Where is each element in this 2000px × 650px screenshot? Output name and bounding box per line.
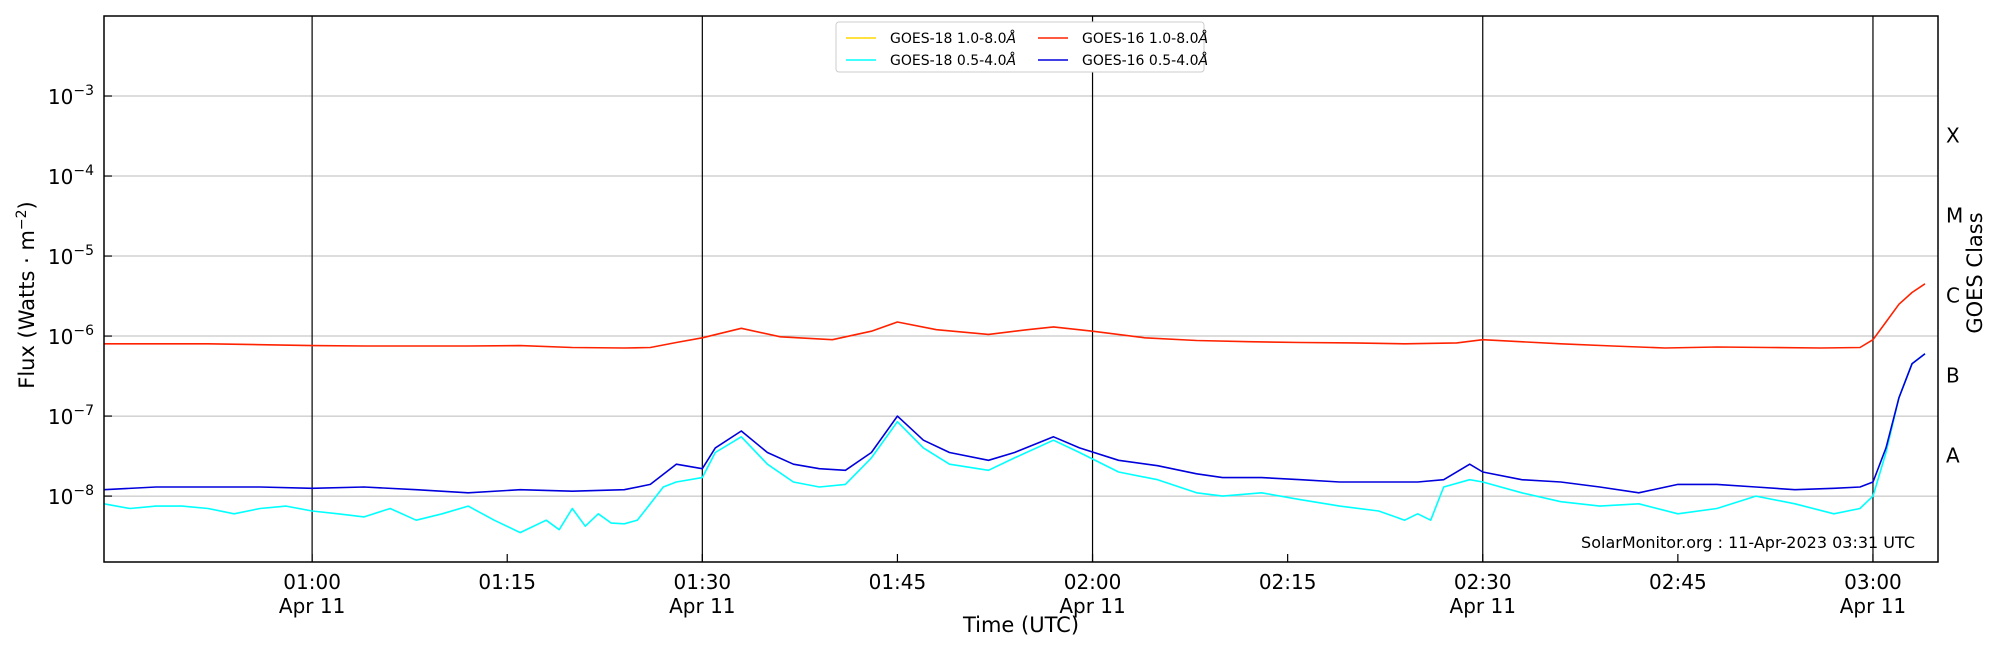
series-line-1 [104, 283, 1926, 349]
grid-lines [104, 95, 1938, 497]
angstrom-symbol: Å [1006, 30, 1017, 47]
series-lines [103, 283, 1926, 534]
x-axis-title: Time (UTC) [962, 613, 1079, 637]
series-line-2 [103, 353, 1926, 534]
goes-class-c: C [1946, 284, 1960, 308]
x-tick-date: Apr 11 [669, 594, 735, 618]
angstrom-symbol: Å [1198, 52, 1209, 69]
y-tick-label: 10−3 [48, 83, 94, 109]
y-tick-exponent: −4 [73, 163, 94, 179]
y-axis-title-close: ) [15, 201, 39, 209]
series-line-3 [103, 353, 1926, 494]
y-tick-base: 10 [48, 165, 73, 189]
legend-label: GOES-16 1.0-8.0 [1082, 31, 1199, 47]
day-vertical-lines [311, 16, 1874, 562]
x-tick-time: 02:45 [1649, 570, 1707, 594]
x-tick-date: Apr 11 [279, 594, 345, 618]
x-tick-time: 02:30 [1454, 570, 1512, 594]
y-tick-base: 10 [48, 325, 73, 349]
x-tick-time: 02:15 [1259, 570, 1317, 594]
y-tick-base: 10 [48, 85, 73, 109]
y-axis-title-base: Flux (Watts · m [15, 230, 39, 389]
y-axis-title: Flux (Watts · m−2) [14, 201, 39, 389]
goes-class-b: B [1946, 364, 1960, 388]
goes-class-a: A [1946, 444, 1960, 468]
legend-entry: GOES-16 0.5-4.0Å [1082, 52, 1208, 69]
y-tick-base: 10 [48, 245, 73, 269]
goes-class-x: X [1946, 124, 1960, 148]
goes-class-m: M [1946, 204, 1963, 228]
legend-label: GOES-18 0.5-4.0 [890, 53, 1007, 69]
x-tick-time: 01:30 [674, 570, 732, 594]
x-tick-date: Apr 11 [1450, 594, 1516, 618]
y-tick-exponent: −5 [73, 243, 94, 259]
y-axis-ticks: 10−810−710−610−510−410−3 [48, 83, 112, 509]
legend-entry: GOES-16 1.0-8.0Å [1082, 30, 1208, 47]
y-tick-label: 10−5 [48, 243, 94, 269]
x-tick-date: Apr 11 [1840, 594, 1906, 618]
x-tick-time: 03:00 [1844, 570, 1902, 594]
x-tick-time: 02:00 [1064, 570, 1122, 594]
y-tick-exponent: −8 [73, 483, 94, 499]
y-tick-exponent: −7 [73, 403, 94, 419]
y-tick-exponent: −6 [73, 323, 94, 339]
angstrom-symbol: Å [1198, 30, 1209, 47]
y-tick-base: 10 [48, 485, 73, 509]
goes-class-labels: A B C M X [1946, 124, 1963, 468]
plot-frame [103, 15, 1939, 563]
angstrom-symbol: Å [1006, 52, 1017, 69]
credit-text: SolarMonitor.org : 11-Apr-2023 03:31 UTC [1581, 533, 1915, 552]
legend-label: GOES-16 0.5-4.0 [1082, 53, 1199, 69]
x-tick-date: Apr 11 [1059, 594, 1125, 618]
x-tick-time: 01:00 [283, 570, 341, 594]
y-tick-label: 10−4 [48, 163, 94, 189]
y-axis-title-exponent: −2 [14, 209, 30, 230]
y-tick-label: 10−7 [48, 403, 94, 429]
y-tick-exponent: −3 [73, 83, 94, 99]
x-tick-time: 01:45 [869, 570, 927, 594]
right-axis-title: GOES Class [1963, 212, 1987, 333]
x-tick-time: 01:15 [478, 570, 536, 594]
y-tick-base: 10 [48, 405, 73, 429]
legend-entry: GOES-18 0.5-4.0Å [890, 52, 1016, 69]
legend-box [835, 21, 1205, 73]
y-tick-label: 10−8 [48, 483, 94, 509]
y-tick-label: 10−6 [48, 323, 94, 349]
legend-entry: GOES-18 1.0-8.0Å [890, 30, 1016, 47]
legend-label: GOES-18 1.0-8.0 [890, 31, 1007, 47]
